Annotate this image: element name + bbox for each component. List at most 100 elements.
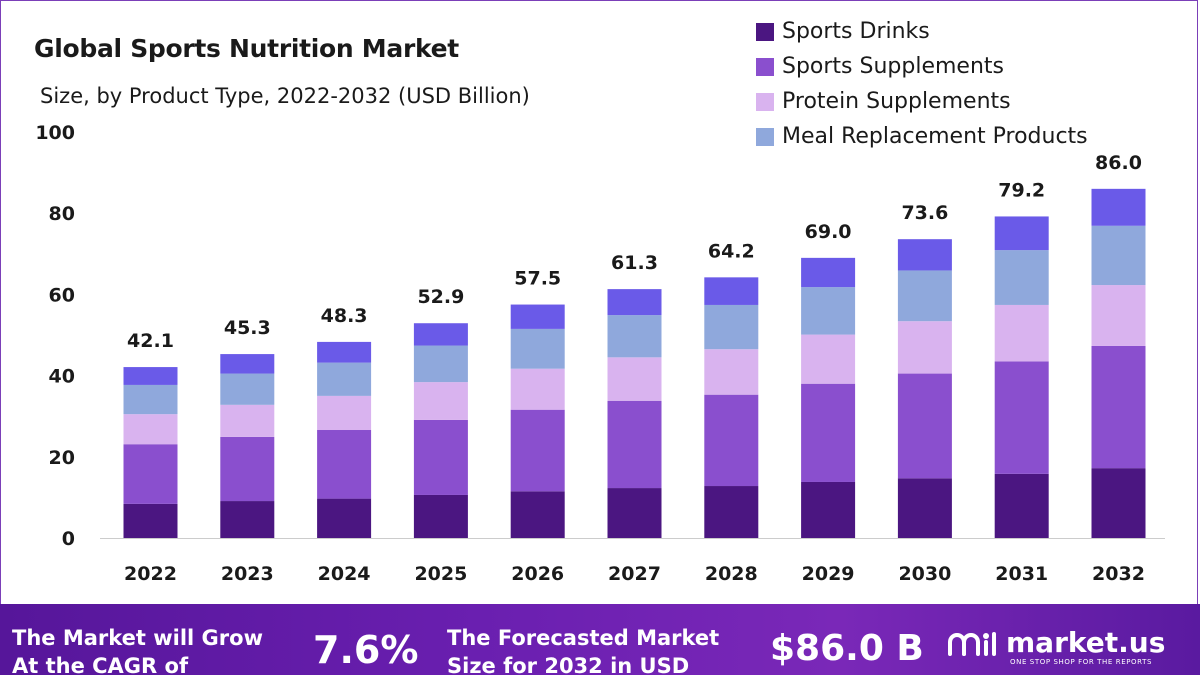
bar-segment-sports-drinks-2029: [801, 481, 856, 538]
bar-segment-sports-drinks-2028: [704, 486, 759, 538]
bar-total-label: 79.2: [998, 179, 1045, 201]
market-us-logo-icon: [948, 632, 996, 656]
legend-item-sports-drinks: Sports Drinks: [756, 14, 1088, 49]
bar-segment-sports-supplements-2026: [510, 409, 565, 492]
bar-total-label: 45.3: [224, 317, 271, 339]
forecast-value: $86.0 B: [770, 628, 924, 669]
legend-swatch: [756, 92, 774, 111]
y-tick-label: 60: [49, 284, 75, 306]
bar-segment-other-2027: [607, 289, 662, 316]
bar-segment-protein-supplements-2028: [704, 349, 759, 395]
stacked-bar-chart: 0 20 40 60 80 100 42.1 2022 45.3 2023 48.3 2024 52.9…: [35, 122, 1165, 585]
bar-segment-other-2024: [317, 341, 372, 363]
footer-banner: The Market will Grow At the CAGR of 7.6%…: [0, 604, 1200, 675]
bar-segment-sports-supplements-2023: [220, 436, 275, 502]
bar-segment-other-2025: [413, 323, 468, 346]
bar-segment-sports-drinks-2026: [510, 491, 565, 538]
bar-total-label: 86.0: [1095, 152, 1142, 174]
chart-subtitle: Size, by Product Type, 2022-2032 (USD Bi…: [40, 84, 530, 108]
legend-item-protein-supplements: Protein Supplements: [756, 84, 1088, 119]
legend-swatch: [756, 57, 774, 76]
y-tick-label: 0: [62, 528, 75, 550]
x-tick-label: 2022: [124, 563, 177, 585]
bar-segment-protein-supplements-2022: [123, 414, 178, 445]
bar-segment-other-2031: [994, 216, 1049, 251]
bar-total-label: 73.6: [901, 202, 948, 224]
bar-segment-other-2030: [897, 239, 952, 271]
bar-segment-sports-supplements-2031: [994, 361, 1049, 474]
bar-segment-other-2028: [704, 277, 759, 305]
bar-segment-protein-supplements-2027: [607, 357, 662, 401]
y-tick-label: 100: [35, 122, 75, 144]
bar-segment-protein-supplements-2032: [1091, 285, 1146, 346]
bar-segment-other-2026: [510, 304, 565, 329]
y-tick-label: 20: [49, 447, 75, 469]
bar-segment-protein-supplements-2030: [897, 321, 952, 374]
bar-segment-sports-supplements-2032: [1091, 345, 1146, 469]
bar-total-label: 42.1: [127, 330, 174, 352]
legend-item-meal-replacement: Meal Replacement Products: [756, 119, 1088, 154]
bar-segment-meal-replacement-products-2031: [994, 250, 1049, 305]
bar-segment-sports-supplements-2027: [607, 400, 662, 489]
bar-segment-sports-drinks-2024: [317, 498, 372, 538]
legend-label: Protein Supplements: [782, 89, 1011, 114]
x-tick-label: 2025: [414, 563, 467, 585]
bar-segment-other-2029: [801, 257, 856, 288]
bar-segment-sports-supplements-2024: [317, 430, 372, 499]
legend-swatch: [756, 127, 774, 146]
legend-label: Meal Replacement Products: [782, 124, 1088, 149]
bar-segment-sports-drinks-2025: [413, 494, 468, 538]
bar-total-label: 69.0: [805, 221, 852, 243]
x-tick-label: 2026: [511, 563, 564, 585]
bar-segment-sports-supplements-2030: [897, 373, 952, 479]
bar-segment-sports-drinks-2031: [994, 473, 1049, 538]
bar-segment-meal-replacement-products-2024: [317, 362, 372, 396]
bar-segment-sports-drinks-2032: [1091, 468, 1146, 538]
bar-segment-sports-supplements-2025: [413, 419, 468, 495]
bar-segment-meal-replacement-products-2030: [897, 270, 952, 322]
bar-total-label: 61.3: [611, 252, 658, 274]
x-tick-label: 2029: [802, 563, 855, 585]
bar-segment-protein-supplements-2023: [220, 404, 275, 437]
cagr-value: 7.6%: [313, 628, 419, 672]
legend-item-sports-supplements: Sports Supplements: [756, 49, 1088, 84]
x-tick-label: 2027: [608, 563, 661, 585]
bar-segment-meal-replacement-products-2032: [1091, 225, 1146, 286]
cagr-text: The Market will Grow At the CAGR of: [12, 626, 263, 675]
x-tick-label: 2031: [995, 563, 1048, 585]
y-tick-label: 80: [49, 203, 75, 225]
chart-legend: Sports Drinks Sports Supplements Protein…: [756, 14, 1088, 154]
brand-name: market.us: [1006, 626, 1166, 659]
bar-segment-meal-replacement-products-2023: [220, 373, 275, 405]
brand-logo[interactable]: market.us: [946, 628, 1165, 658]
forecast-text: The Forecasted Market Size for 2032 in U…: [447, 626, 720, 675]
bar-total-label: 48.3: [321, 305, 368, 327]
bar-segment-other-2032: [1091, 188, 1146, 226]
x-tick-label: 2032: [1092, 563, 1145, 585]
bar-segment-sports-drinks-2023: [220, 501, 275, 538]
bar-segment-sports-supplements-2022: [123, 444, 178, 504]
bar-total-label: 57.5: [514, 268, 561, 290]
bar-segment-protein-supplements-2025: [413, 382, 468, 420]
bar-segment-meal-replacement-products-2025: [413, 345, 468, 383]
bar-segment-sports-drinks-2022: [123, 503, 178, 538]
y-tick-label: 40: [49, 366, 75, 388]
bar-segment-sports-drinks-2030: [897, 478, 952, 538]
x-tick-label: 2028: [705, 563, 758, 585]
bar-segment-meal-replacement-products-2022: [123, 384, 178, 415]
x-tick-label: 2023: [221, 563, 274, 585]
bar-segment-meal-replacement-products-2029: [801, 287, 856, 335]
bar-total-label: 64.2: [708, 240, 755, 262]
bar-segment-meal-replacement-products-2027: [607, 315, 662, 358]
bar-segment-meal-replacement-products-2026: [510, 328, 565, 369]
bar-segment-sports-supplements-2028: [704, 394, 759, 487]
bar-segment-other-2022: [123, 367, 178, 385]
bar-segment-meal-replacement-products-2028: [704, 304, 759, 350]
brand-tagline: ONE STOP SHOP FOR THE REPORTS: [1010, 658, 1153, 666]
bar-segment-other-2023: [220, 354, 275, 374]
bar-segment-sports-supplements-2029: [801, 383, 856, 482]
bar-segment-protein-supplements-2024: [317, 395, 372, 431]
bar-segment-sports-drinks-2027: [607, 488, 662, 538]
bar-total-label: 52.9: [417, 286, 464, 308]
bar-segment-protein-supplements-2031: [994, 304, 1049, 362]
